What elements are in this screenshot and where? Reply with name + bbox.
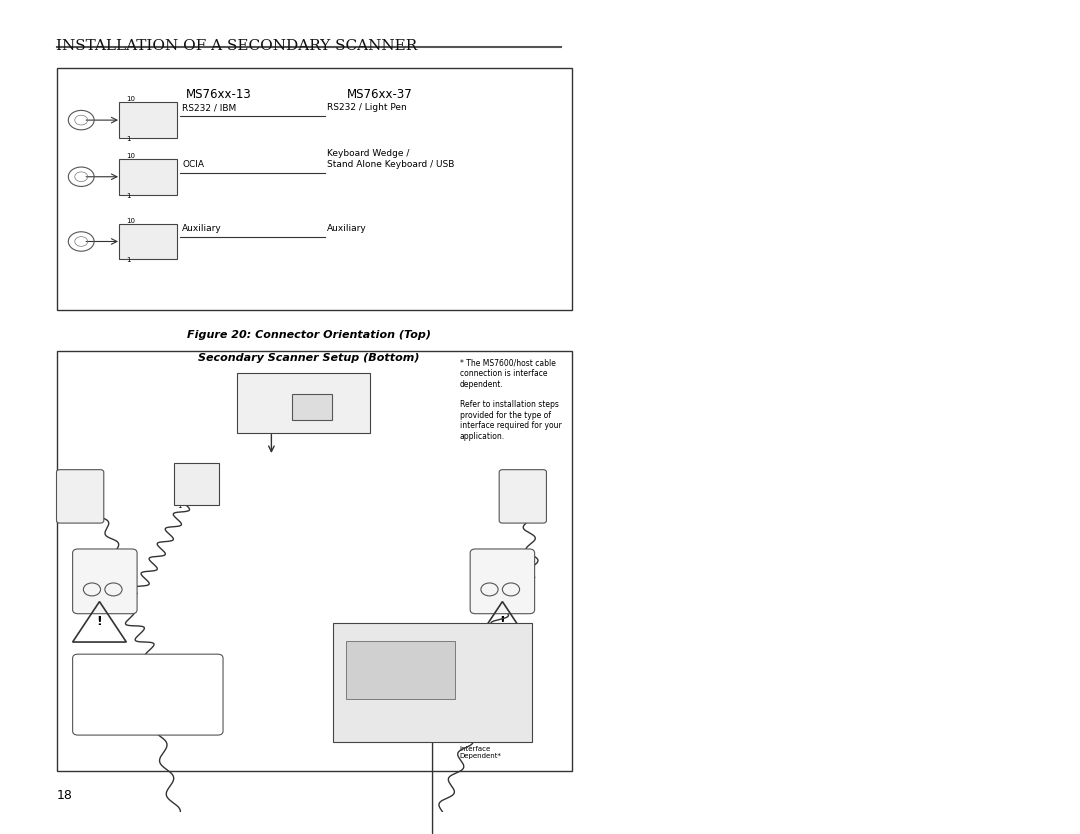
Text: Keyboard Wedge /
Stand Alone Keyboard / USB: Keyboard Wedge / Stand Alone Keyboard / … xyxy=(327,149,455,168)
Text: Secondary Scanner Setup (Bottom): Secondary Scanner Setup (Bottom) xyxy=(199,353,420,363)
FancyBboxPatch shape xyxy=(237,374,370,433)
Text: Connect to
the
Secondary
Scanner: Connect to the Secondary Scanner xyxy=(123,675,173,715)
FancyBboxPatch shape xyxy=(333,624,532,741)
Text: Auxiliary: Auxiliary xyxy=(183,224,222,234)
FancyBboxPatch shape xyxy=(119,159,177,194)
Text: RS232 / Light Pen: RS232 / Light Pen xyxy=(327,103,407,112)
Text: 10: 10 xyxy=(126,96,135,103)
Text: OCIA: OCIA xyxy=(183,159,204,168)
FancyBboxPatch shape xyxy=(144,833,201,834)
Text: II: II xyxy=(522,492,526,501)
Text: 1: 1 xyxy=(126,258,131,264)
Text: Interface
Dependent*: Interface Dependent* xyxy=(459,746,501,759)
Text: 10: 10 xyxy=(177,470,186,476)
Text: !: ! xyxy=(96,615,103,628)
FancyBboxPatch shape xyxy=(470,549,535,614)
Text: 1: 1 xyxy=(126,136,131,142)
FancyBboxPatch shape xyxy=(130,681,177,705)
FancyBboxPatch shape xyxy=(174,463,219,505)
Text: Figure 20: Connector Orientation (Top): Figure 20: Connector Orientation (Top) xyxy=(187,330,431,340)
FancyBboxPatch shape xyxy=(346,641,455,700)
Text: 1: 1 xyxy=(177,503,181,509)
Text: 18: 18 xyxy=(56,789,72,802)
Text: !: ! xyxy=(500,615,505,628)
FancyBboxPatch shape xyxy=(56,351,572,771)
FancyBboxPatch shape xyxy=(56,68,572,310)
FancyBboxPatch shape xyxy=(446,713,494,736)
Text: RS232 / IBM: RS232 / IBM xyxy=(183,103,237,112)
Text: 10: 10 xyxy=(126,153,135,159)
Text: INSTALLATION OF A SECONDARY SCANNER: INSTALLATION OF A SECONDARY SCANNER xyxy=(56,39,418,53)
Text: * The MS7600/host cable
connection is interface
dependent.

Refer to installatio: * The MS7600/host cable connection is in… xyxy=(460,359,562,440)
FancyBboxPatch shape xyxy=(499,470,546,523)
Text: MLPN 54-54667: MLPN 54-54667 xyxy=(143,711,198,716)
Text: 10: 10 xyxy=(298,392,307,398)
Text: II: II xyxy=(73,492,79,501)
FancyBboxPatch shape xyxy=(56,470,104,523)
Text: 1: 1 xyxy=(126,193,131,198)
Text: MS76xx-37: MS76xx-37 xyxy=(347,88,413,101)
FancyBboxPatch shape xyxy=(119,103,177,138)
FancyBboxPatch shape xyxy=(119,224,177,259)
Text: Auxiliary: Auxiliary xyxy=(327,224,367,234)
FancyBboxPatch shape xyxy=(292,394,332,420)
Text: 1: 1 xyxy=(298,420,302,425)
FancyBboxPatch shape xyxy=(72,549,137,614)
Text: 10: 10 xyxy=(126,218,135,224)
Text: MS76xx-13: MS76xx-13 xyxy=(186,88,252,101)
FancyBboxPatch shape xyxy=(72,654,224,735)
